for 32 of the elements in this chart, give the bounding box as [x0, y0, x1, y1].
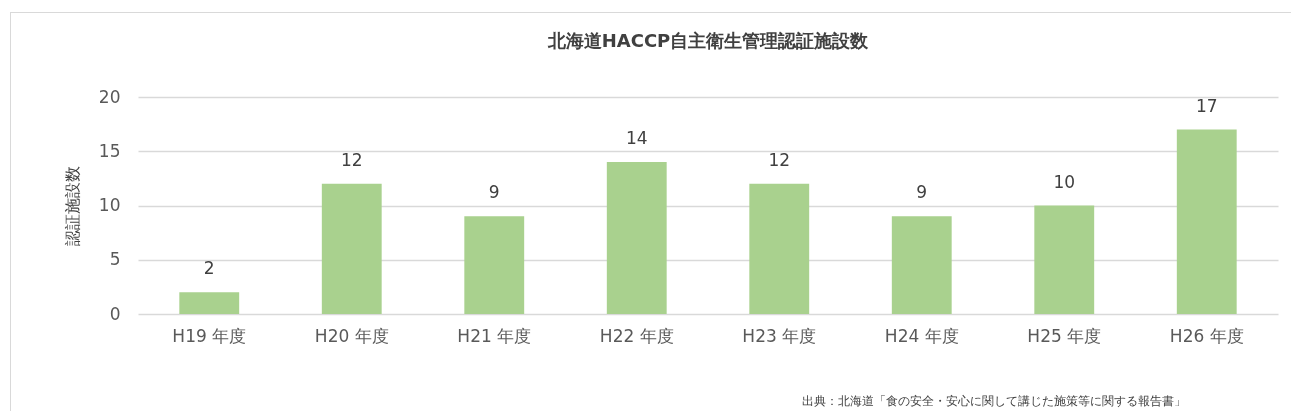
x-tick-label: H19 年度 [172, 325, 247, 346]
bar [179, 292, 240, 314]
bar [891, 216, 952, 314]
x-tick-label: H24 年度 [884, 325, 959, 346]
x-tick-label: H21 年度 [457, 325, 532, 346]
x-tick-label: H26 年度 [1169, 325, 1244, 346]
data-label: 14 [625, 128, 648, 149]
y-tick-label: 15 [98, 140, 121, 161]
y-tick-label: 20 [98, 86, 121, 107]
source-note: 出典：北海道「食の安全・安心に関して講じた施策等に関する報告書」 [802, 394, 1186, 408]
data-label: 10 [1053, 171, 1076, 192]
bar [1176, 129, 1237, 314]
data-label: 12 [340, 149, 363, 170]
chart-title: 北海道HACCP自主衛生管理認証施設数 [546, 30, 870, 51]
data-label: 17 [1195, 95, 1218, 116]
bar [464, 216, 525, 314]
y-axis-title: 認証施設数 [62, 166, 82, 246]
y-tick-label: 10 [98, 195, 121, 215]
bar [749, 183, 810, 314]
data-label: 9 [916, 182, 928, 203]
y-tick-label: 5 [109, 249, 121, 270]
y-tick-label: 0 [109, 303, 121, 324]
x-tick-label: H23 年度 [742, 325, 817, 346]
x-tick-label: H20 年度 [314, 325, 389, 346]
x-tick-label: H22 年度 [599, 325, 674, 346]
data-label: 12 [768, 149, 791, 170]
bar [1034, 205, 1095, 314]
bar [321, 183, 382, 314]
x-tick-label: H25 年度 [1027, 325, 1102, 346]
data-label: 2 [203, 258, 215, 279]
bar [606, 162, 667, 314]
data-label: 9 [488, 182, 500, 203]
